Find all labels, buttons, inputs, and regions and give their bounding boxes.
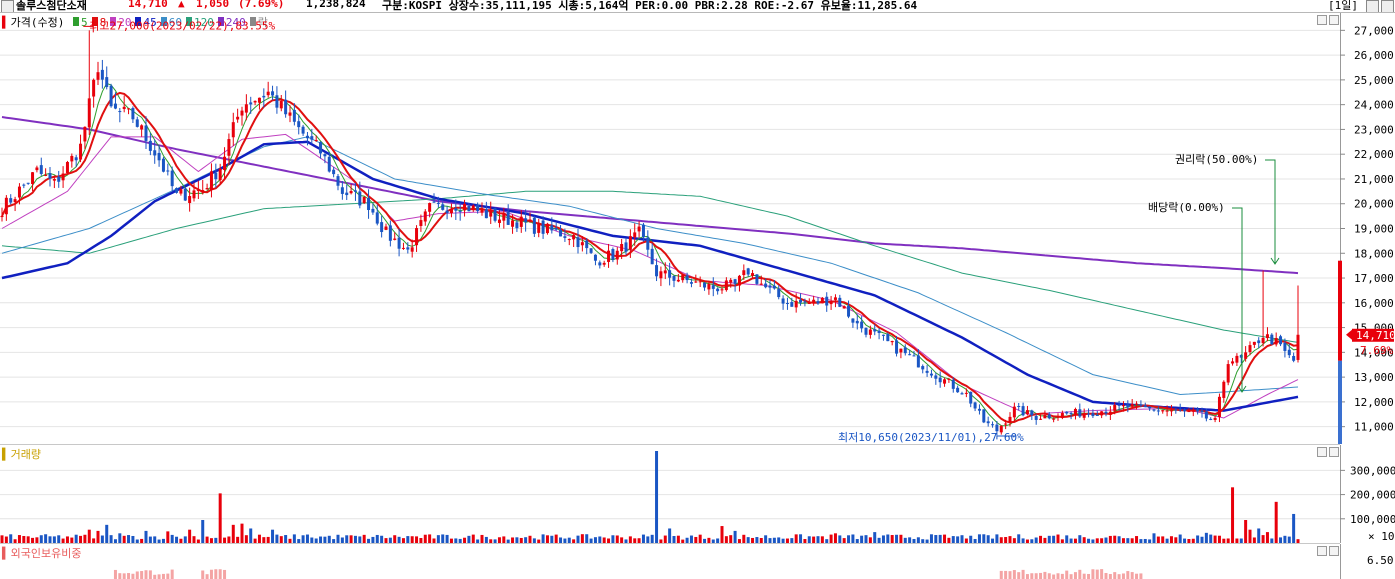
stock-info-bar: 솔루스첨단소재 14,710 ▲ 1,050 (7.69%) 1,238,824… <box>0 0 1395 13</box>
price-axis[interactable] <box>1340 13 1395 444</box>
legend-item[interactable]: 5 <box>72 16 90 29</box>
stock-metrics: 구분:KOSPI 상장수:35,111,195 시총:5,164억 PER:0.… <box>382 0 918 12</box>
volume-legend-marker-icon: ▌ <box>2 448 9 461</box>
volume-title: 거래량 <box>10 448 41 461</box>
legend-item[interactable]: 락 <box>249 16 270 29</box>
price-change: 1,050 <box>196 0 230 10</box>
panel-close-icon[interactable] <box>1329 15 1339 25</box>
volume-panel: ▌ 거래량 <box>0 445 1340 544</box>
price-change-pct: (7.69%) <box>238 0 285 10</box>
current-price: 14,710 <box>128 0 168 10</box>
panel-minimize-icon[interactable] <box>1317 15 1327 25</box>
foreign-legend: ▌ 외국인보유비중 <box>2 545 83 561</box>
legend-item[interactable]: 120 <box>185 16 216 29</box>
window-icon[interactable] <box>1 0 14 12</box>
stock-name: 솔루스첨단소재 <box>16 0 87 12</box>
volume-close-icon[interactable] <box>1329 447 1339 457</box>
volume-axis[interactable] <box>1340 445 1395 543</box>
foreign-axis[interactable]: 6.50 <box>1340 544 1395 579</box>
legend-price-label: 가격(수정) <box>10 16 65 29</box>
legend-item[interactable]: 8 <box>91 16 109 29</box>
legend-item[interactable]: 240 <box>217 16 248 29</box>
foreign-title: 외국인보유비중 <box>10 547 82 560</box>
legend-item[interactable]: 20 <box>110 16 133 29</box>
legend-items: 5 8 20 45 60 120 240 락 <box>72 16 272 29</box>
up-arrow-icon: ▲ <box>178 0 185 10</box>
volume-legend: ▌ 거래량 <box>2 446 43 462</box>
foreign-panel: ▌ 외국인보유비중 <box>0 544 1340 579</box>
price-panel: ▌ 가격(수정) 5 8 20 45 60 120 240 락 <box>0 13 1340 445</box>
price-legend: ▌ 가격(수정) 5 8 20 45 60 120 240 락 <box>2 14 274 30</box>
period-selector[interactable]: [1일] <box>1328 0 1358 12</box>
foreign-legend-marker-icon: ▌ <box>2 547 9 560</box>
close-icon[interactable] <box>1381 0 1394 12</box>
foreign-minimize-icon[interactable] <box>1317 546 1327 556</box>
foreign-axis-tick: 6.50 <box>1367 554 1394 567</box>
trade-volume: 1,238,824 <box>306 0 366 10</box>
legend-item[interactable]: 45 <box>135 16 158 29</box>
legend-marker-icon: ▌ <box>2 16 9 29</box>
legend-item[interactable]: 60 <box>160 16 184 29</box>
volume-minimize-icon[interactable] <box>1317 447 1327 457</box>
foreign-close-icon[interactable] <box>1329 546 1339 556</box>
maximize-icon[interactable] <box>1366 0 1379 12</box>
